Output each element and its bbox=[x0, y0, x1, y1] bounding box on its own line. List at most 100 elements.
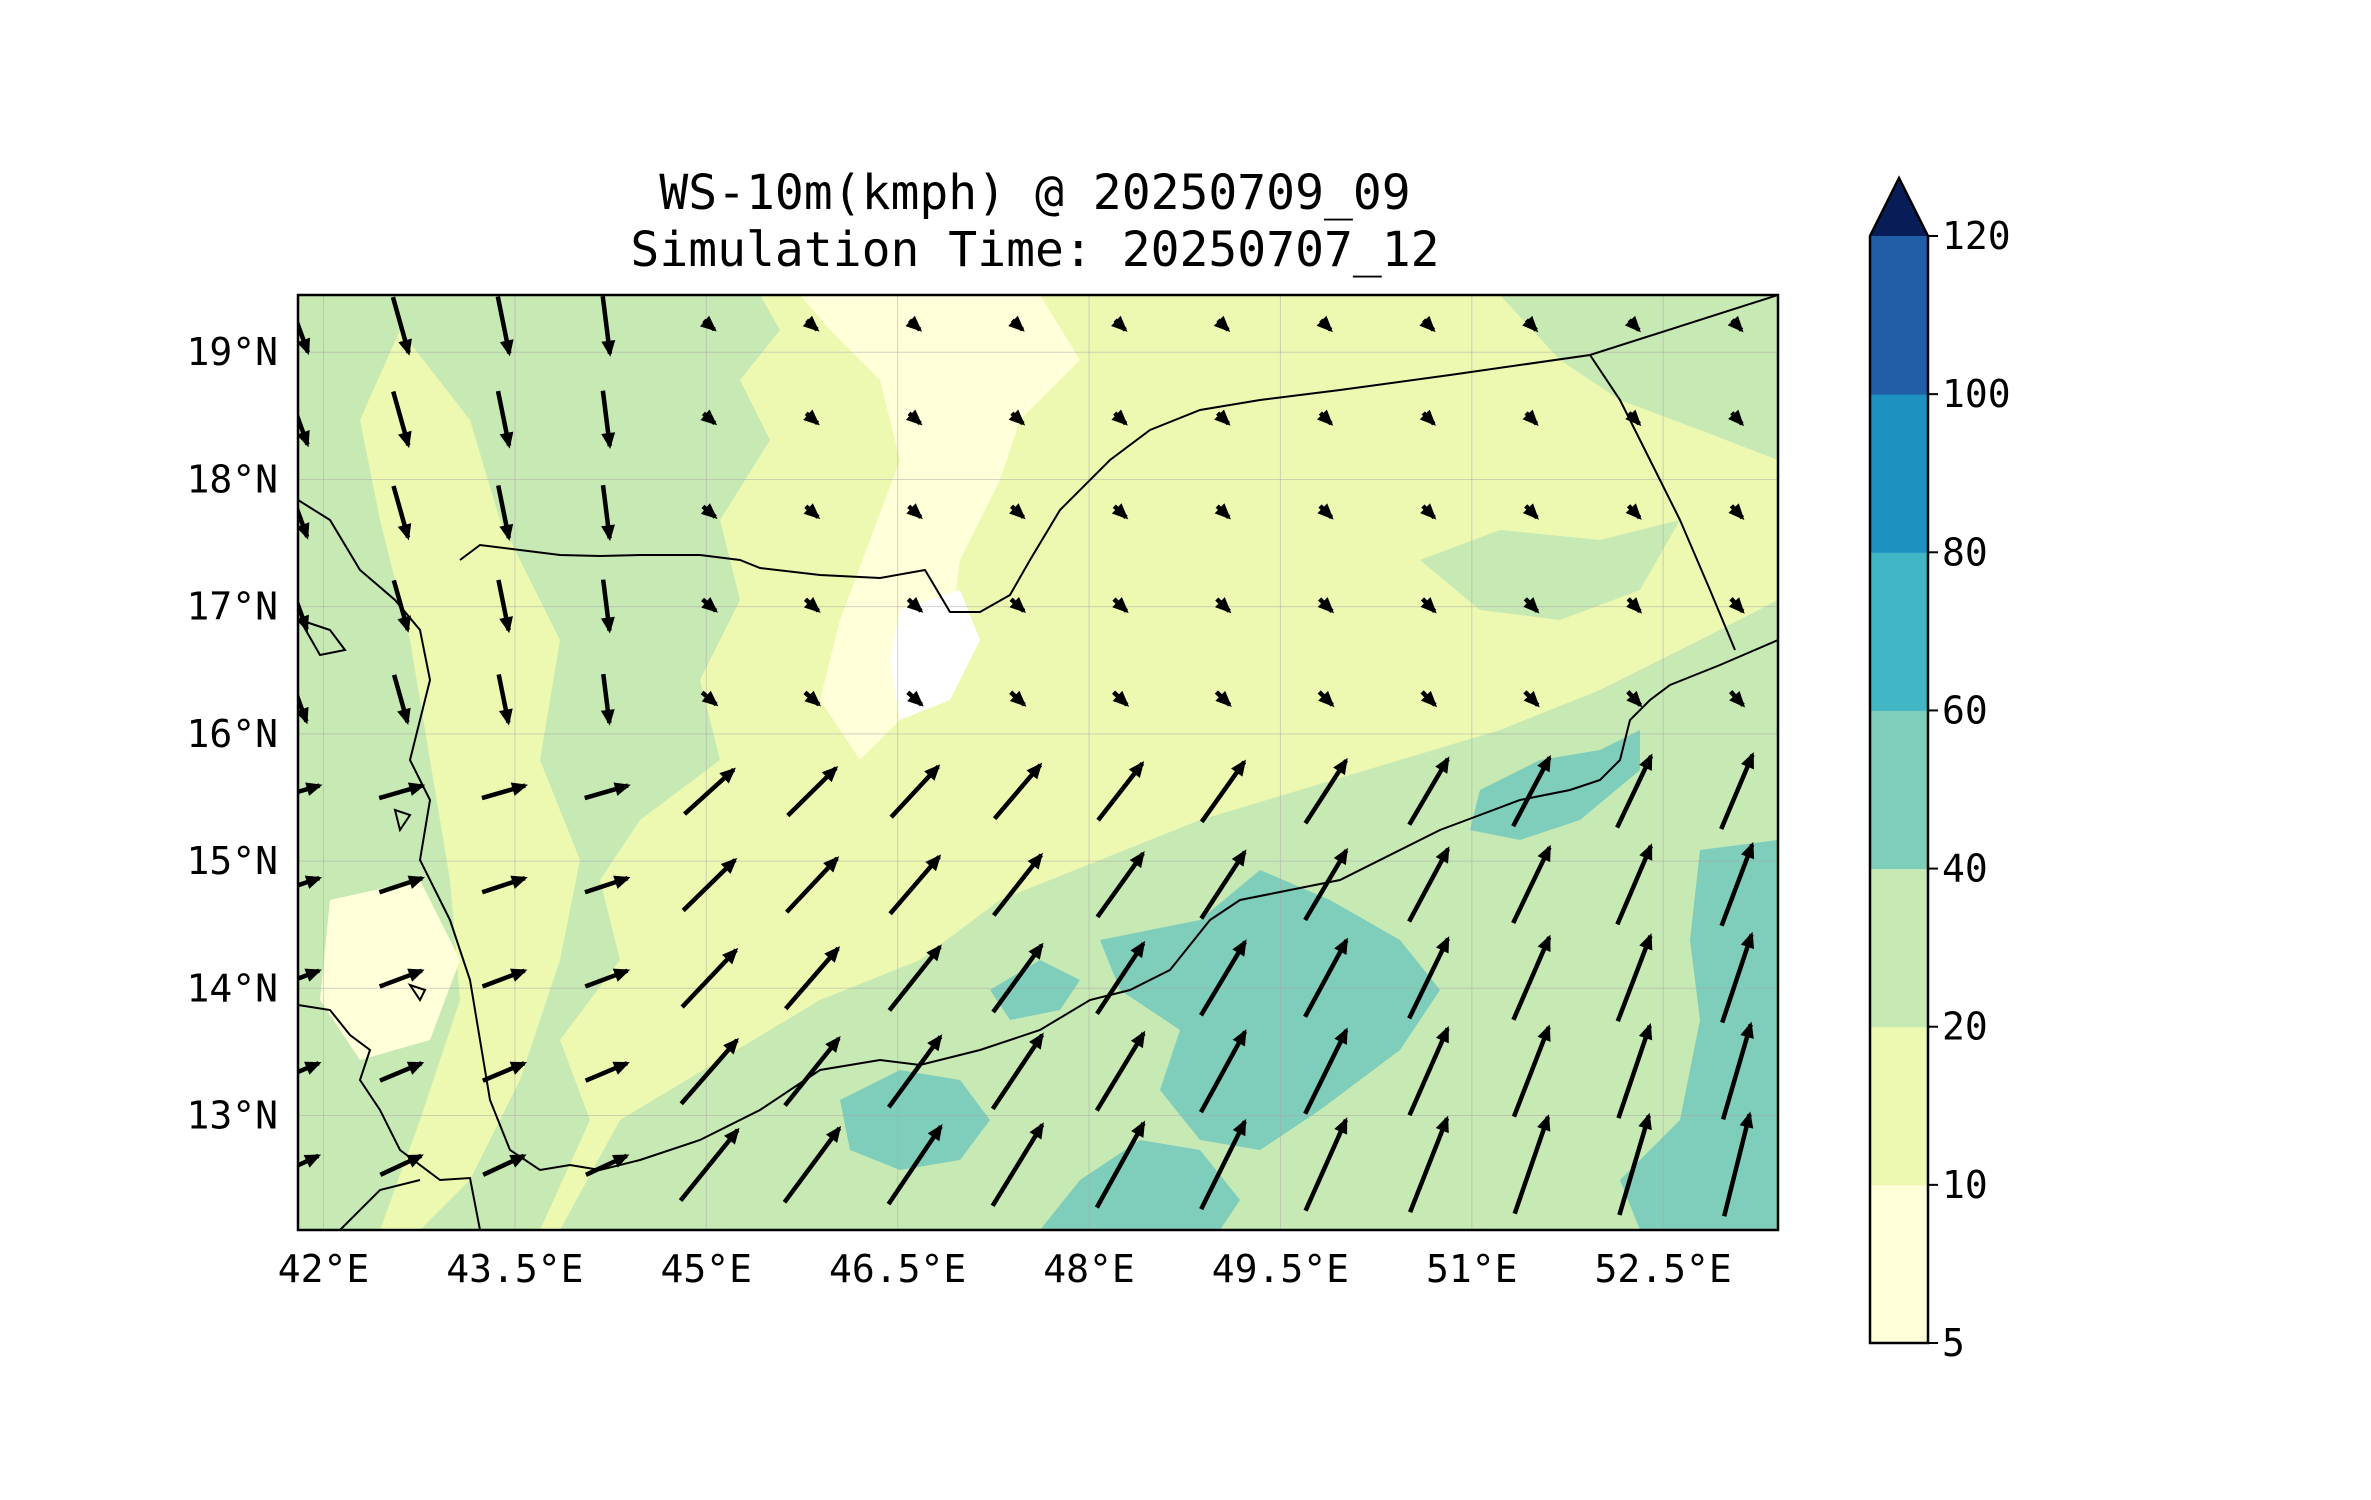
colorbar-segment bbox=[1870, 868, 1928, 1028]
wind-arrow bbox=[298, 318, 311, 356]
wind-arrow bbox=[1419, 409, 1436, 426]
coastlines-and-borders bbox=[298, 295, 1778, 1230]
wind-arrow bbox=[1720, 931, 1755, 1024]
shade-20-40-northeast bbox=[1500, 295, 1778, 460]
wind-arrow bbox=[298, 505, 310, 540]
wind-arrow bbox=[496, 673, 513, 726]
wind-arrow bbox=[481, 782, 529, 801]
shade-5-10-central bbox=[800, 295, 1080, 760]
wind-arrow bbox=[298, 1061, 322, 1075]
wind-arrow bbox=[786, 765, 839, 818]
shade-5-10-patch-west bbox=[320, 880, 460, 1060]
colorbar-tick-label: 120 bbox=[1942, 214, 2011, 258]
wind-arrow bbox=[1199, 1118, 1247, 1211]
wind-arrow bbox=[1728, 409, 1744, 427]
wind-arrow bbox=[783, 1036, 841, 1107]
shade-10-20-strip bbox=[360, 330, 580, 1230]
wind-arrow bbox=[888, 854, 942, 916]
wind-arrow bbox=[1420, 690, 1438, 708]
wind-arrow bbox=[683, 767, 736, 816]
wind-arrow bbox=[1616, 1022, 1653, 1119]
lon-tick-label: 52.5°E bbox=[1595, 1247, 1732, 1291]
wind-arrow bbox=[1009, 597, 1027, 614]
wind-arrow bbox=[600, 390, 616, 450]
wind-arrow bbox=[1719, 751, 1755, 830]
wind-arrow bbox=[1009, 503, 1026, 520]
wind-arrow bbox=[906, 597, 924, 613]
lat-tick-label: 13°N bbox=[186, 1094, 278, 1138]
wind-arrow bbox=[378, 782, 426, 801]
wind-arrow bbox=[1407, 756, 1450, 826]
wind-arrow bbox=[298, 782, 323, 796]
colorbar-segment bbox=[1870, 1184, 1928, 1344]
wind-arrow bbox=[379, 1153, 424, 1177]
border-saudi-yemen bbox=[459, 295, 1778, 613]
wind-arrow bbox=[991, 852, 1043, 917]
wind-arrow bbox=[481, 968, 528, 989]
wind-arrow bbox=[298, 691, 309, 725]
wind-arrow bbox=[1112, 597, 1129, 614]
wind-arrow bbox=[1722, 1111, 1754, 1217]
wind-arrow bbox=[803, 690, 822, 707]
wind-arrow bbox=[1317, 690, 1335, 708]
wind-arrow bbox=[1511, 754, 1552, 828]
wind-arrow bbox=[1522, 503, 1539, 520]
wind-arrow bbox=[990, 1122, 1045, 1207]
lat-tick-label: 18°N bbox=[186, 457, 278, 501]
lon-tick-label: 42°E bbox=[278, 1247, 370, 1291]
wind-vectors bbox=[298, 295, 1755, 1217]
wind-arrow bbox=[782, 1125, 842, 1204]
shade-20-40-east-mid bbox=[1420, 520, 1680, 620]
wind-arrow bbox=[887, 944, 942, 1012]
wind-arrow bbox=[584, 968, 631, 989]
wind-arrow bbox=[1729, 690, 1746, 708]
wind-arrow bbox=[600, 579, 615, 634]
longitude-tick-labels: 42°E 43.5°E 45°E 46.5°E 48°E 49.5°E 51°E 52.5°E bbox=[278, 1247, 1732, 1291]
wind-arrow bbox=[1095, 940, 1146, 1015]
wind-arrow bbox=[905, 315, 923, 332]
wind-arrow bbox=[803, 409, 820, 426]
wind-arrow bbox=[391, 485, 412, 541]
wind-arrow bbox=[298, 1153, 322, 1168]
shade-40-60-south bbox=[1040, 1140, 1240, 1230]
wind-arrow bbox=[584, 782, 631, 801]
wind-arrow bbox=[1522, 409, 1539, 427]
wind-arrow bbox=[887, 1034, 943, 1109]
island-1 bbox=[298, 618, 347, 657]
wind-arrow bbox=[1511, 1024, 1551, 1118]
colorbar-tick-label: 60 bbox=[1942, 688, 1988, 732]
wind-arrow bbox=[1512, 1114, 1551, 1215]
wind-arrow bbox=[1096, 761, 1145, 822]
wind-arrow bbox=[1615, 843, 1653, 926]
wind-arrow bbox=[1111, 315, 1128, 332]
wind-arrow bbox=[600, 484, 615, 542]
wind-arrow bbox=[681, 857, 738, 913]
wind-arrow bbox=[1720, 1021, 1754, 1121]
lon-tick-label: 49.5°E bbox=[1212, 1247, 1349, 1291]
wind-arrow bbox=[803, 503, 821, 520]
lon-tick-label: 51°E bbox=[1426, 1247, 1518, 1291]
wind-arrow bbox=[481, 1061, 528, 1083]
wind-arrow bbox=[496, 579, 513, 634]
wind-arrow bbox=[1719, 841, 1755, 927]
lat-tick-label: 16°N bbox=[186, 712, 278, 756]
colorbar-tick-label: 10 bbox=[1942, 1163, 1988, 1207]
wind-arrow bbox=[785, 856, 840, 914]
island-3 bbox=[407, 983, 427, 1002]
colorbar-tick-label: 20 bbox=[1942, 1005, 1988, 1049]
lat-tick-label: 15°N bbox=[186, 839, 278, 883]
wind-arrow bbox=[584, 1061, 630, 1083]
wind-arrow bbox=[699, 315, 717, 332]
border-oman bbox=[1589, 354, 1736, 651]
wind-arrow bbox=[1615, 753, 1654, 829]
wind-arrow bbox=[700, 503, 718, 519]
wind-arrow bbox=[584, 1153, 630, 1177]
wind-arrow bbox=[1615, 933, 1653, 1023]
shade-40-60-west-patch bbox=[990, 960, 1080, 1020]
title-line-1: WS-10m(kmph) @ 20250709_09 bbox=[659, 165, 1410, 221]
colorbar-outline bbox=[1868, 175, 1930, 1345]
wind-arrow bbox=[1407, 1025, 1450, 1117]
shade-40-60-central-coast bbox=[1100, 870, 1440, 1150]
shade-20-40-south bbox=[560, 600, 1778, 1230]
